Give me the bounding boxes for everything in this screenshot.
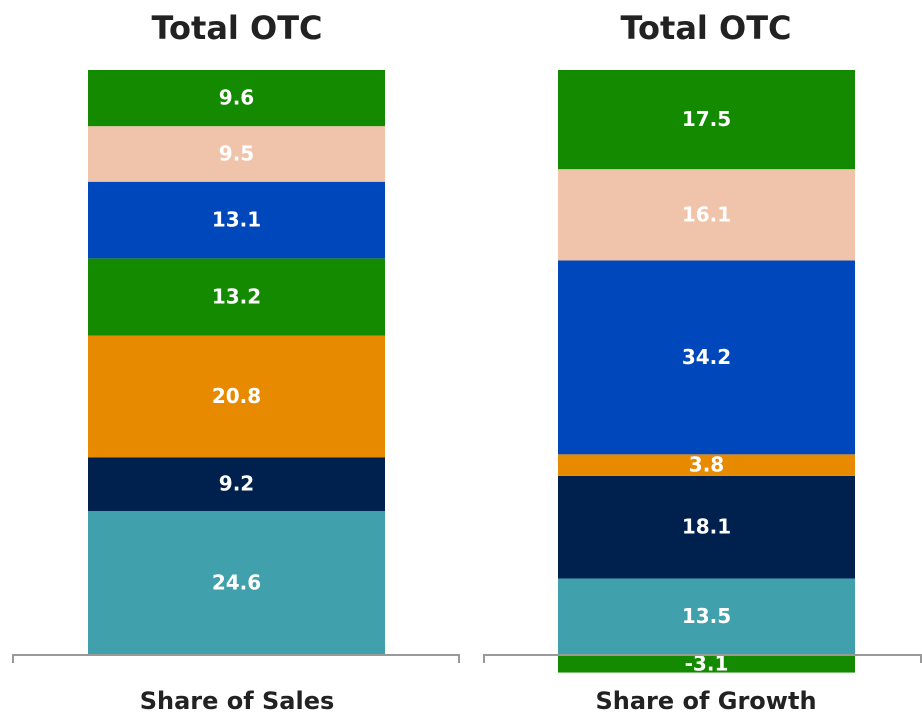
data-label: 16.1 xyxy=(682,202,731,226)
bar-segment xyxy=(88,126,385,182)
x-axis-label: Share of Growth xyxy=(595,687,816,715)
data-label: 20.8 xyxy=(212,384,261,408)
data-label: 18.1 xyxy=(682,515,731,539)
data-label: 34.2 xyxy=(682,345,731,369)
x-axis-label: Share of Sales xyxy=(140,687,335,715)
bar-segment xyxy=(88,335,385,458)
bar-segment xyxy=(558,260,855,455)
chart-title: Total OTC xyxy=(620,9,791,47)
data-label: 13.1 xyxy=(212,208,261,232)
data-label: 13.2 xyxy=(212,284,261,308)
chart-title: Total OTC xyxy=(151,9,322,47)
data-label: 9.5 xyxy=(219,141,254,165)
data-label: 9.2 xyxy=(219,472,254,496)
bar-segment xyxy=(88,511,385,655)
bar-segment xyxy=(88,258,385,336)
bar-segment xyxy=(558,655,855,673)
data-label: 13.5 xyxy=(682,604,731,628)
bar-segment xyxy=(558,70,855,170)
bar-segment xyxy=(88,181,385,259)
data-label: 24.6 xyxy=(212,571,261,595)
bar-segment xyxy=(558,578,855,655)
data-label: 17.5 xyxy=(682,107,731,131)
bar-segment xyxy=(88,70,385,127)
data-label: 3.8 xyxy=(689,453,724,477)
bar-segment xyxy=(88,457,385,512)
bar-segment xyxy=(558,475,855,579)
data-label: 9.6 xyxy=(219,86,254,110)
bar-segment xyxy=(558,169,855,261)
bar-segment xyxy=(558,454,855,476)
